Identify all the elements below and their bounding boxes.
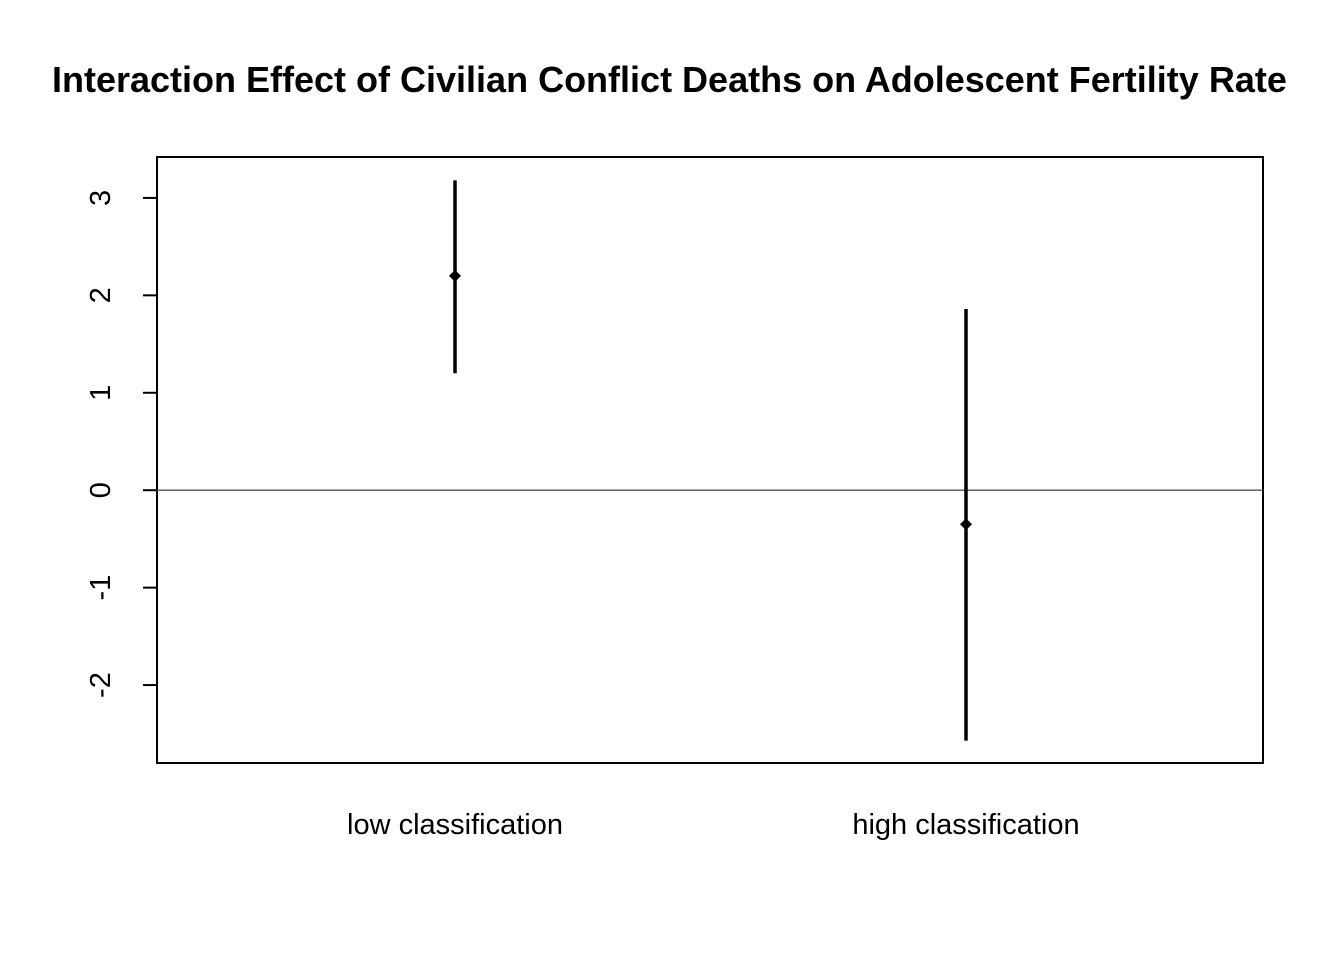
y-axis: -2 -1 0 1 2 3: [85, 190, 157, 698]
error-bars: [453, 180, 968, 741]
y-tick-label: 1: [85, 385, 117, 401]
point-estimate: [449, 269, 461, 282]
y-tick-label: -2: [85, 672, 117, 698]
point-estimates: [449, 269, 972, 531]
category-label: low classification: [347, 809, 563, 841]
category-labels: low classification high classification: [347, 809, 1080, 841]
plot-frame: [156, 156, 1264, 764]
category-label: high classification: [852, 809, 1079, 841]
y-tick-label: 2: [85, 287, 117, 303]
chart-title: Interaction Effect of Civilian Conflict …: [52, 59, 1287, 100]
y-tick-label: 0: [85, 482, 117, 498]
y-tick-label: -1: [85, 575, 117, 601]
point-estimate: [960, 518, 972, 531]
y-tick-label: 3: [85, 190, 117, 206]
